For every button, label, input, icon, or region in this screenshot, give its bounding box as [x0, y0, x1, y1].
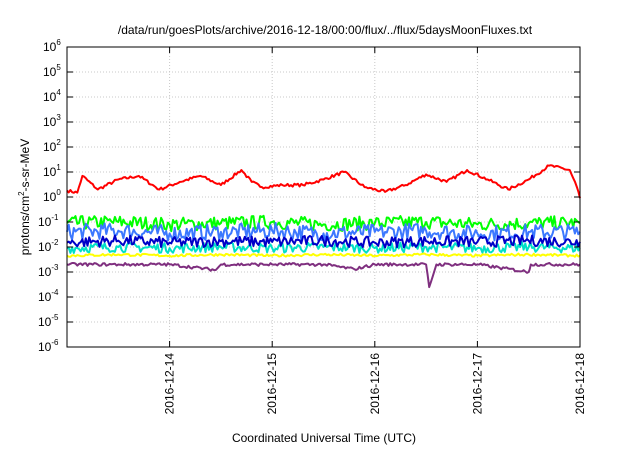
y-tick-label: 10-6 [38, 338, 59, 354]
x-tick-label: 2016-12-15 [265, 353, 279, 415]
y-tick-exponent: -1 [51, 213, 59, 222]
y-axis-label: protons/cm2-s-sr-MeV [17, 139, 32, 255]
y-tick-label: 106 [43, 38, 61, 54]
y-tick-label: 10-1 [38, 213, 59, 229]
y-tick-label: 102 [43, 138, 61, 154]
y-tick-base: 10 [43, 115, 57, 129]
y-tick-exponent: -5 [51, 313, 59, 322]
plot-frame [66, 46, 581, 348]
y-tick-label: 10-4 [38, 288, 59, 304]
y-axis-label-rest: -s-sr-MeV [18, 139, 32, 192]
y-tick-label: 100 [43, 188, 61, 204]
y-tick-label: 10-3 [38, 263, 59, 279]
x-tick-label: 2016-12-18 [573, 353, 587, 415]
y-tick-exponent: -2 [51, 238, 59, 247]
y-tick-base: 10 [43, 65, 57, 79]
axes: 10-610-510-410-310-210-11001011021031041… [38, 38, 587, 414]
y-tick-label: 105 [43, 63, 61, 79]
y-tick-label: 101 [43, 163, 61, 179]
y-tick-base: 10 [38, 215, 52, 229]
series-line [66, 164, 581, 199]
x-tick-label: 2016-12-17 [470, 353, 484, 415]
y-tick-exponent: -3 [51, 263, 59, 272]
y-axis-label-sup: 2 [17, 191, 26, 196]
y-tick-exponent: 0 [56, 188, 61, 197]
y-tick-label: 10-5 [38, 313, 59, 329]
y-tick-base: 10 [43, 190, 57, 204]
y-tick-exponent: -4 [51, 288, 59, 297]
y-tick-base: 10 [38, 290, 52, 304]
x-axis-label: Coordinated Universal Time (UTC) [232, 431, 416, 445]
series-line [66, 262, 581, 289]
y-tick-base: 10 [38, 315, 52, 329]
y-tick-base: 10 [38, 340, 52, 354]
y-tick-exponent: 6 [56, 38, 61, 47]
y-tick-exponent: 3 [56, 113, 61, 122]
y-tick-label: 10-2 [38, 238, 59, 254]
grid [67, 47, 580, 347]
y-tick-label: 103 [43, 113, 61, 129]
x-tick-label: 2016-12-16 [368, 353, 382, 415]
chart-title: /data/run/goesPlots/archive/2016-12-18/0… [118, 23, 533, 37]
x-tick-label: 2016-12-14 [163, 353, 177, 415]
y-tick-base: 10 [43, 90, 57, 104]
series-layer [66, 164, 581, 289]
series-line [66, 221, 581, 243]
y-tick-base: 10 [38, 265, 52, 279]
y-tick-base: 10 [43, 140, 57, 154]
y-tick-base: 10 [43, 40, 57, 54]
y-tick-exponent: -6 [51, 338, 59, 347]
y-tick-label: 104 [43, 88, 61, 104]
y-axis-label-main: protons/cm [18, 196, 32, 255]
series-line [66, 252, 581, 258]
y-tick-exponent: 5 [56, 63, 61, 72]
series-line [66, 234, 581, 249]
y-tick-base: 10 [43, 165, 57, 179]
y-tick-exponent: 1 [56, 163, 61, 172]
y-tick-exponent: 4 [56, 88, 61, 97]
y-tick-base: 10 [38, 240, 52, 254]
y-tick-exponent: 2 [56, 138, 61, 147]
